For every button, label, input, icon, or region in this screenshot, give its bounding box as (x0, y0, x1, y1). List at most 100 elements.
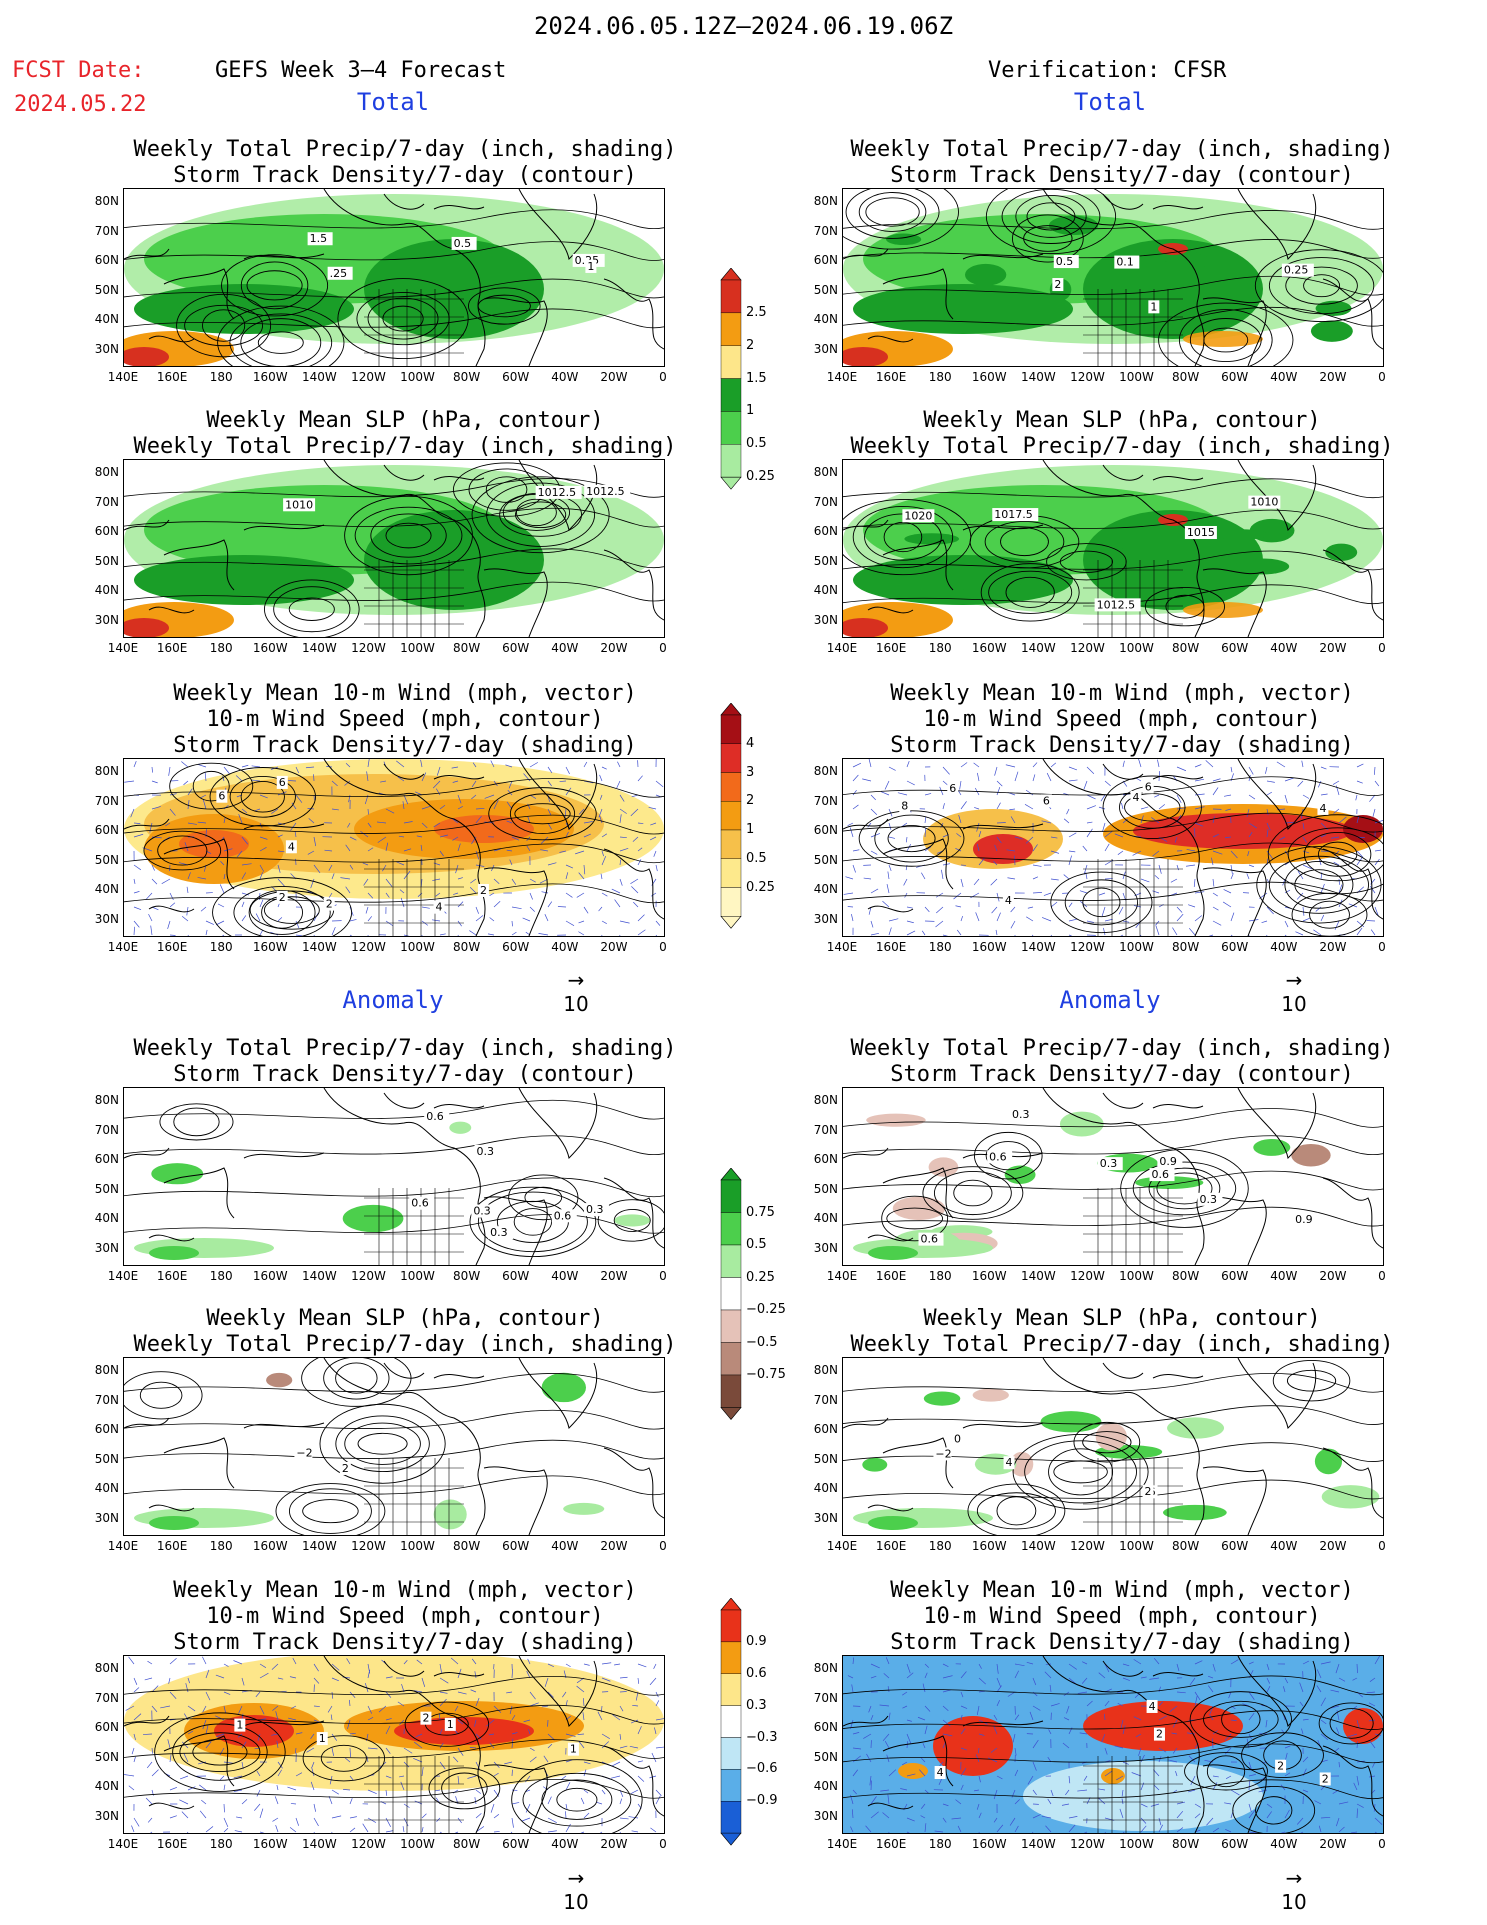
wind-vector (1314, 1800, 1322, 1805)
wind-vector (1212, 850, 1223, 855)
wind-vector (511, 920, 513, 927)
lat-label: 30N (94, 1808, 119, 1823)
wind-vector (655, 1789, 662, 1796)
coastline (148, 335, 195, 343)
map-panel: 1.50.250.51.25 (123, 188, 665, 367)
lon-label: 0 (1378, 940, 1386, 954)
contour-line (124, 1177, 664, 1198)
wind-vector (559, 850, 567, 853)
storm-anomaly-shading (1101, 1768, 1125, 1784)
wind-vector (197, 821, 207, 824)
contour-line (1178, 309, 1273, 366)
wind-vector (1025, 836, 1034, 844)
wind-vector (565, 864, 574, 869)
lon-label: 140W (1020, 940, 1056, 954)
lon-label: 160E (156, 1269, 188, 1283)
wind-vector (130, 808, 135, 818)
lon-label: 60W (502, 641, 530, 655)
wind-vector (870, 808, 878, 816)
wind-vector (637, 1726, 642, 1735)
arrow-icon: → (1285, 1866, 1303, 1890)
wind-vector (295, 766, 300, 774)
wind-vector (367, 1747, 378, 1750)
contour-line (843, 239, 1383, 259)
wind-vector (402, 1826, 405, 1833)
panel-title-line: Weekly Mean 10-m Wind (mph, vector) (173, 681, 637, 706)
wind-vector (637, 859, 642, 866)
wind-vector (202, 799, 207, 810)
lon-label: 160E (875, 1539, 907, 1553)
wind-vector (1194, 778, 1205, 782)
wind-vector (993, 1714, 998, 1721)
wind-vector (202, 1719, 207, 1730)
wind-vector (1101, 1733, 1106, 1743)
wind-vector (960, 762, 968, 768)
contour-label: 0.5 (1056, 255, 1074, 268)
contour-label-bg (1149, 1168, 1175, 1182)
contour-label-bg (1003, 1456, 1015, 1470)
lon-label: 160W (971, 940, 1007, 954)
wind-vector (1223, 794, 1232, 797)
lon-label: 0 (1378, 1539, 1386, 1553)
contour-line (1254, 249, 1383, 323)
coastline (483, 1466, 548, 1535)
wind-vector (601, 766, 607, 770)
lat-label: 60N (94, 524, 119, 538)
wind-vector (888, 927, 892, 936)
wind-vector (1224, 836, 1232, 839)
contour-label-bg (933, 1447, 952, 1461)
wind-vector (160, 1705, 171, 1709)
precip-anomaly-shading (1314, 1448, 1343, 1475)
wind-vector (635, 1691, 639, 1701)
wind-vector (601, 1662, 612, 1665)
wind-vector (619, 1676, 628, 1679)
lat-label: 30N (813, 612, 838, 627)
contour-line (469, 1186, 597, 1258)
wind-vector (1158, 1686, 1161, 1693)
wind-vector (852, 1732, 860, 1735)
wind-vector (888, 836, 896, 839)
coastline (323, 759, 486, 936)
wind-vector (978, 1831, 980, 1833)
wind-vector (1118, 906, 1124, 915)
lon-label: 160W (971, 1269, 1007, 1283)
wind-vector (1224, 1802, 1232, 1805)
wind-vector (1006, 849, 1016, 852)
wind-vector (313, 864, 321, 874)
wind-vector (1299, 1701, 1304, 1707)
lon-label: 140W (1020, 370, 1056, 384)
contour-line (1053, 1460, 1108, 1484)
contour-line (1303, 274, 1341, 298)
wind-vector (1335, 1663, 1340, 1674)
contour-label-bg (1153, 1727, 1165, 1741)
wind-vector (433, 822, 441, 828)
wind-vector (511, 1714, 516, 1721)
contour-line (323, 1358, 390, 1400)
contour-line (173, 1107, 220, 1137)
contour-label: −2 (935, 1447, 951, 1460)
wind-vector (868, 1705, 872, 1713)
wind-vector (924, 1823, 927, 1833)
lon-label: 60W (1221, 940, 1249, 954)
contour-label-bg (1197, 1192, 1223, 1206)
contour-line (240, 318, 322, 366)
wind-vector (578, 920, 585, 924)
panel-title-line: Weekly Mean SLP (hPa, contour) (923, 408, 1321, 433)
map-panel: 642−20 (842, 1357, 1384, 1536)
contour-line (1232, 1786, 1316, 1833)
wind-vector (540, 849, 549, 852)
contour-line (887, 824, 936, 853)
colorbar-cap (720, 1832, 742, 1846)
wind-vector (432, 780, 441, 789)
colorbar-label: −0.25 (746, 1302, 786, 1317)
wind-vector (403, 1747, 413, 1754)
wind-vector (973, 762, 980, 768)
lon-label: 80W (453, 370, 481, 384)
wind-vector (565, 1782, 571, 1791)
coastline (962, 1422, 1044, 1429)
wind-vector (1169, 1705, 1178, 1713)
contour-line (843, 584, 1383, 605)
wind-vector (1284, 1745, 1291, 1749)
precip-anomaly-shading (862, 1457, 888, 1472)
coastline (843, 519, 889, 531)
